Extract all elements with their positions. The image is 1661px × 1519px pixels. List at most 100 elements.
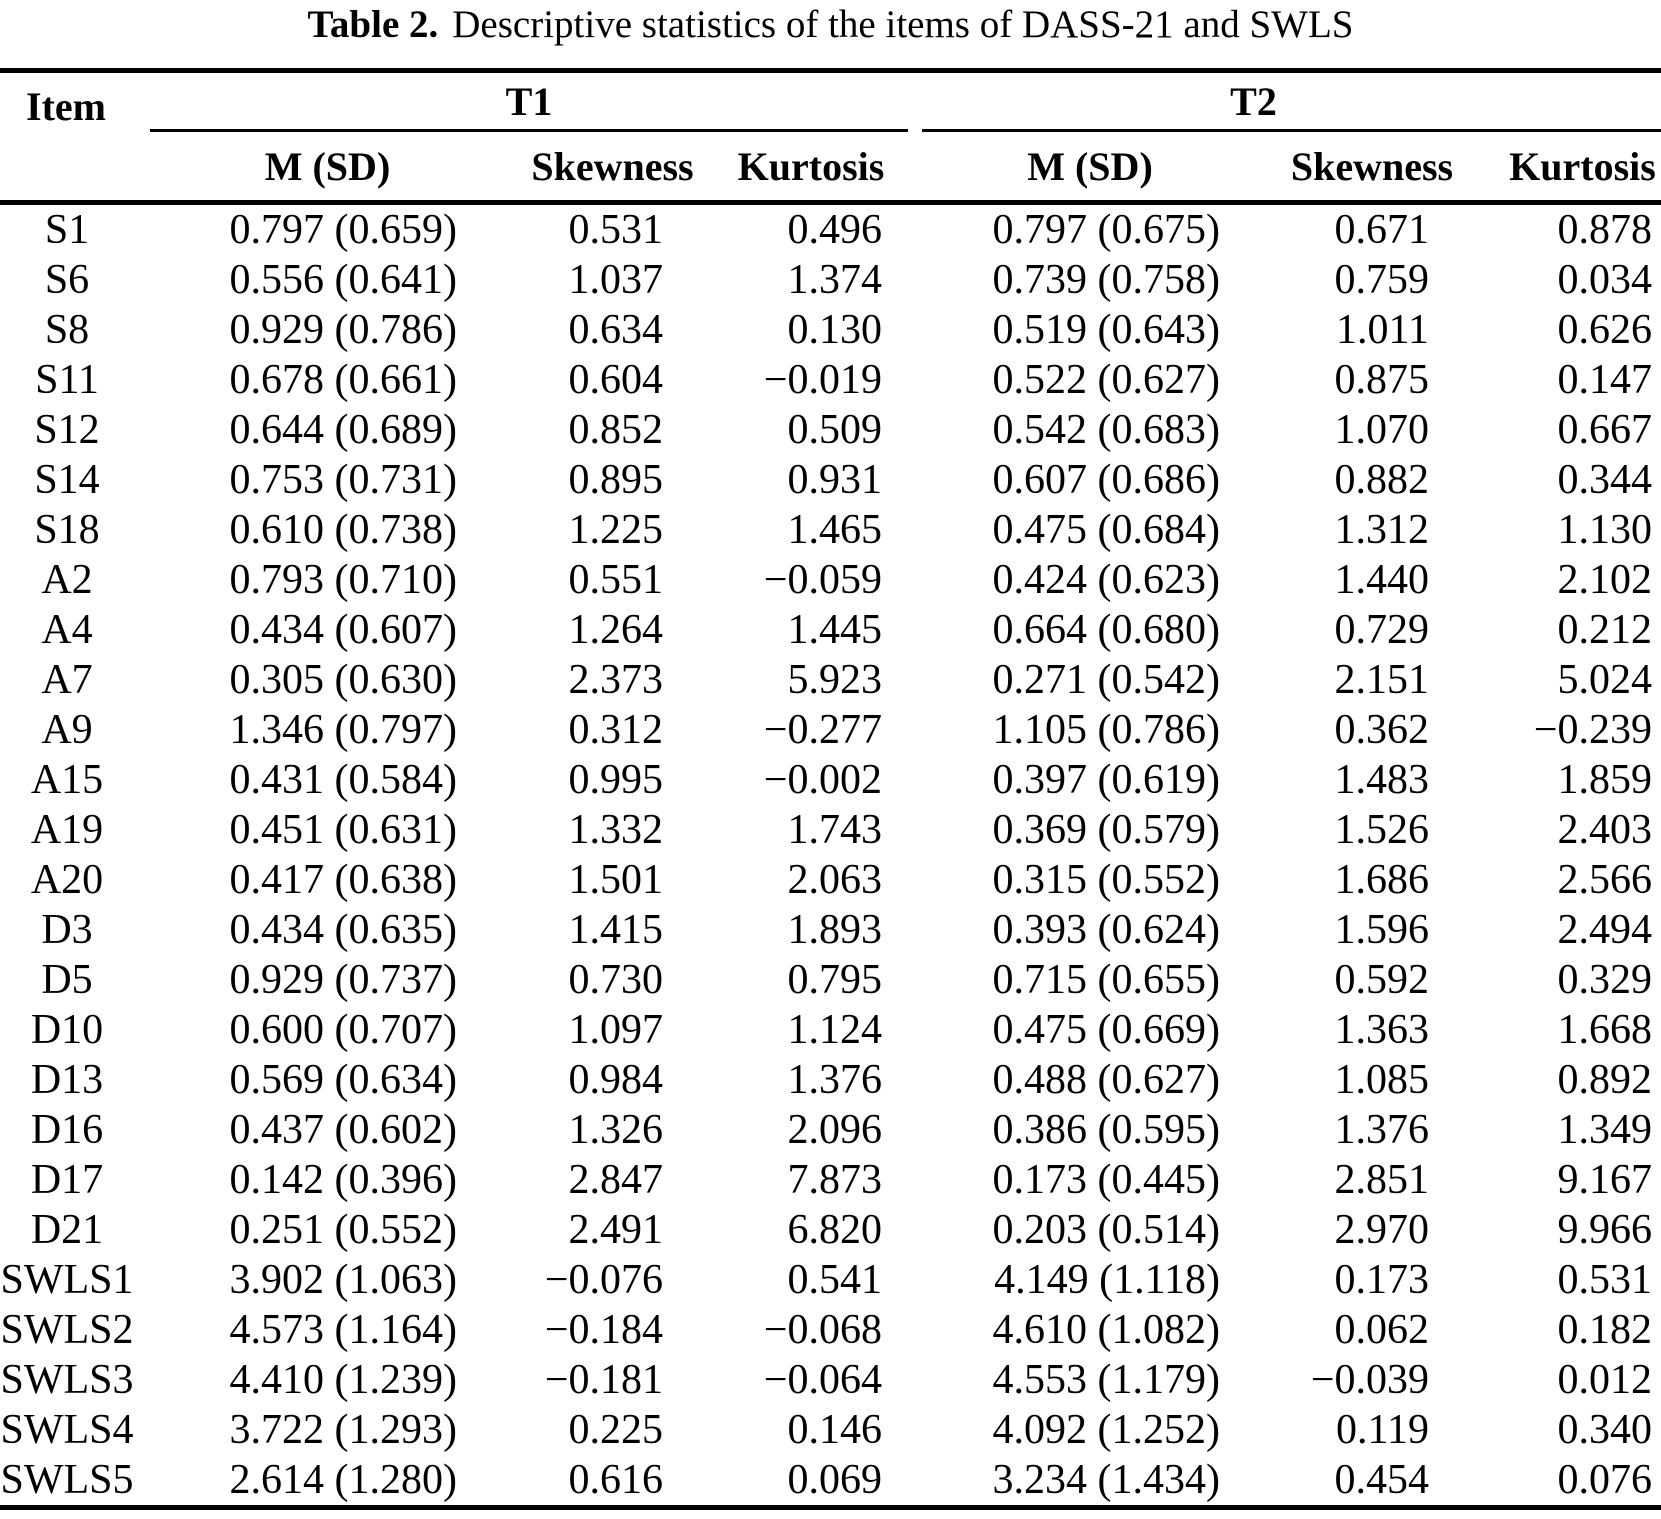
t1-msd-cell: 0.142 (0.396) bbox=[229, 1157, 457, 1203]
table-row: A19 0.451 (0.631) 1.332 1.743 0.369 (0.5… bbox=[0, 805, 1661, 855]
item-cell: S1 bbox=[44, 207, 90, 253]
item-cell: S14 bbox=[34, 457, 100, 503]
t2-skewness-cell: 1.085 bbox=[1334, 1057, 1430, 1103]
t1-skewness-cell: −0.184 bbox=[544, 1307, 663, 1353]
t1-skewness-cell: 0.616 bbox=[568, 1457, 664, 1503]
t1-kurtosis-cell: −0.277 bbox=[763, 707, 882, 753]
column-gap bbox=[908, 755, 922, 805]
t2-msd-cell: 0.424 (0.623) bbox=[992, 557, 1220, 603]
t1-msd-cell: 3.722 (1.293) bbox=[229, 1407, 457, 1453]
t1-kurtosis-cell: 7.873 bbox=[787, 1157, 883, 1203]
table-row: D5 0.929 (0.737) 0.730 0.795 0.715 (0.65… bbox=[0, 955, 1661, 1005]
table-caption: Table 2. Descriptive statistics of the it… bbox=[0, 0, 1661, 68]
t1-skewness-header: Skewness bbox=[465, 130, 700, 205]
t2-group-header: T2 bbox=[922, 70, 1661, 132]
t2-msd-cell: 0.271 (0.542) bbox=[992, 657, 1220, 703]
t1-skewness-cell: 2.373 bbox=[568, 657, 664, 703]
t1-msd-cell: 0.437 (0.602) bbox=[229, 1107, 457, 1153]
table-row: D21 0.251 (0.552) 2.491 6.820 0.203 (0.5… bbox=[0, 1205, 1661, 1255]
t1-skewness-cell: 1.264 bbox=[568, 607, 664, 653]
t1-kurtosis-cell: 6.820 bbox=[787, 1207, 883, 1253]
t2-skewness-cell: 1.526 bbox=[1334, 807, 1430, 853]
t1-skewness-cell: 0.551 bbox=[568, 557, 664, 603]
t2-skewness-cell: 0.875 bbox=[1334, 357, 1430, 403]
t1-msd-cell: 0.431 (0.584) bbox=[229, 757, 457, 803]
item-cell: D16 bbox=[30, 1107, 104, 1153]
table-row: A7 0.305 (0.630) 2.373 5.923 0.271 (0.54… bbox=[0, 655, 1661, 705]
t2-skewness-cell: 0.729 bbox=[1334, 607, 1430, 653]
t1-kurtosis-cell: 0.146 bbox=[787, 1407, 883, 1453]
t1-skewness-cell: 0.604 bbox=[568, 357, 664, 403]
t2-skewness-header: Skewness bbox=[1240, 130, 1460, 205]
table-row: A2 0.793 (0.710) 0.551 −0.059 0.424 (0.6… bbox=[0, 555, 1661, 605]
table-row: S11 0.678 (0.661) 0.604 −0.019 0.522 (0.… bbox=[0, 355, 1661, 405]
t2-kurtosis-cell: 9.167 bbox=[1557, 1157, 1653, 1203]
t1-kurtosis-cell: −0.002 bbox=[763, 757, 882, 803]
t1-kurtosis-cell: 2.063 bbox=[787, 857, 883, 903]
item-cell: A15 bbox=[30, 757, 104, 803]
t2-msd-cell: 0.522 (0.627) bbox=[992, 357, 1220, 403]
t2-kurtosis-cell: 2.102 bbox=[1557, 557, 1653, 603]
t1-msd-cell: 0.610 (0.738) bbox=[229, 507, 457, 553]
t1-skewness-cell: 0.312 bbox=[568, 707, 664, 753]
table-row: S18 0.610 (0.738) 1.225 1.465 0.475 (0.6… bbox=[0, 505, 1661, 555]
t1-msd-cell: 0.600 (0.707) bbox=[229, 1007, 457, 1053]
t1-skewness-cell: 0.984 bbox=[568, 1057, 664, 1103]
t2-msd-cell: 1.105 (0.786) bbox=[992, 707, 1220, 753]
item-cell: S18 bbox=[34, 507, 100, 553]
table-row: SWLS5 2.614 (1.280) 0.616 0.069 3.234 (1… bbox=[0, 1455, 1661, 1508]
table-row: D10 0.600 (0.707) 1.097 1.124 0.475 (0.6… bbox=[0, 1005, 1661, 1055]
sub-header-row: M (SD) Skewness Kurtosis M (SD) Skewness… bbox=[0, 130, 1661, 205]
t2-msd-cell: 0.664 (0.680) bbox=[992, 607, 1220, 653]
t2-kurtosis-cell: 0.344 bbox=[1557, 457, 1653, 503]
column-gap bbox=[908, 1255, 922, 1305]
column-gap bbox=[908, 355, 922, 405]
t1-skewness-cell: 0.730 bbox=[568, 957, 664, 1003]
t2-skewness-cell: 1.363 bbox=[1334, 1007, 1430, 1053]
t2-msd-cell: 0.715 (0.655) bbox=[992, 957, 1220, 1003]
t2-skewness-cell: 0.671 bbox=[1334, 207, 1430, 253]
t2-skewness-cell: 2.851 bbox=[1334, 1157, 1430, 1203]
column-gap bbox=[908, 955, 922, 1005]
table-row: SWLS4 3.722 (1.293) 0.225 0.146 4.092 (1… bbox=[0, 1405, 1661, 1455]
t2-skewness-cell: 1.596 bbox=[1334, 907, 1430, 953]
item-cell: D13 bbox=[30, 1057, 104, 1103]
column-gap bbox=[908, 1105, 922, 1155]
item-cell: SWLS4 bbox=[0, 1407, 134, 1453]
t1-kurtosis-cell: 1.445 bbox=[787, 607, 883, 653]
t1-kurtosis-cell: 0.130 bbox=[787, 307, 883, 353]
t1-skewness-cell: −0.181 bbox=[544, 1357, 663, 1403]
stats-table: Item T1 T2 M (SD) Skewness Kurtosis M (S… bbox=[0, 68, 1661, 1510]
t2-msd-cell: 4.149 (1.118) bbox=[994, 1257, 1220, 1303]
t2-kurtosis-cell: 0.147 bbox=[1557, 357, 1653, 403]
t2-msd-cell: 0.315 (0.552) bbox=[992, 857, 1220, 903]
item-cell: A19 bbox=[30, 807, 104, 853]
t2-skewness-cell: 2.151 bbox=[1334, 657, 1430, 703]
t2-skewness-cell: 0.592 bbox=[1334, 957, 1430, 1003]
t2-skewness-cell: 1.440 bbox=[1334, 557, 1430, 603]
item-cell: A7 bbox=[41, 657, 93, 703]
t1-kurtosis-cell: 1.374 bbox=[787, 257, 883, 303]
t1-group-header: T1 bbox=[150, 70, 908, 132]
table-row: SWLS1 3.902 (1.063) −0.076 0.541 4.149 (… bbox=[0, 1255, 1661, 1305]
t2-skewness-cell: 1.011 bbox=[1336, 307, 1429, 353]
item-cell: SWLS3 bbox=[0, 1357, 134, 1403]
t1-msd-cell: 0.251 (0.552) bbox=[229, 1207, 457, 1253]
t2-kurtosis-cell: 1.668 bbox=[1557, 1007, 1653, 1053]
t1-msd-cell: 3.902 (1.063) bbox=[229, 1257, 457, 1303]
item-cell: S8 bbox=[44, 307, 90, 353]
t1-msd-cell: 0.753 (0.731) bbox=[229, 457, 457, 503]
t1-kurtosis-cell: 2.096 bbox=[787, 1107, 883, 1153]
t1-msd-cell: 0.556 (0.641) bbox=[229, 257, 457, 303]
t1-kurtosis-header: Kurtosis bbox=[700, 130, 908, 205]
item-cell: A2 bbox=[41, 557, 93, 603]
t1-kurtosis-cell: 1.893 bbox=[787, 907, 883, 953]
t1-msd-cell: 0.929 (0.786) bbox=[229, 307, 457, 353]
item-cell: SWLS5 bbox=[0, 1457, 134, 1503]
t1-kurtosis-cell: −0.019 bbox=[763, 357, 882, 403]
t2-kurtosis-cell: 2.403 bbox=[1557, 807, 1653, 853]
t1-kurtosis-cell: 1.376 bbox=[787, 1057, 883, 1103]
t1-kurtosis-cell: 0.541 bbox=[787, 1257, 883, 1303]
t1-kurtosis-cell: 5.923 bbox=[787, 657, 883, 703]
table-row: A20 0.417 (0.638) 1.501 2.063 0.315 (0.5… bbox=[0, 855, 1661, 905]
